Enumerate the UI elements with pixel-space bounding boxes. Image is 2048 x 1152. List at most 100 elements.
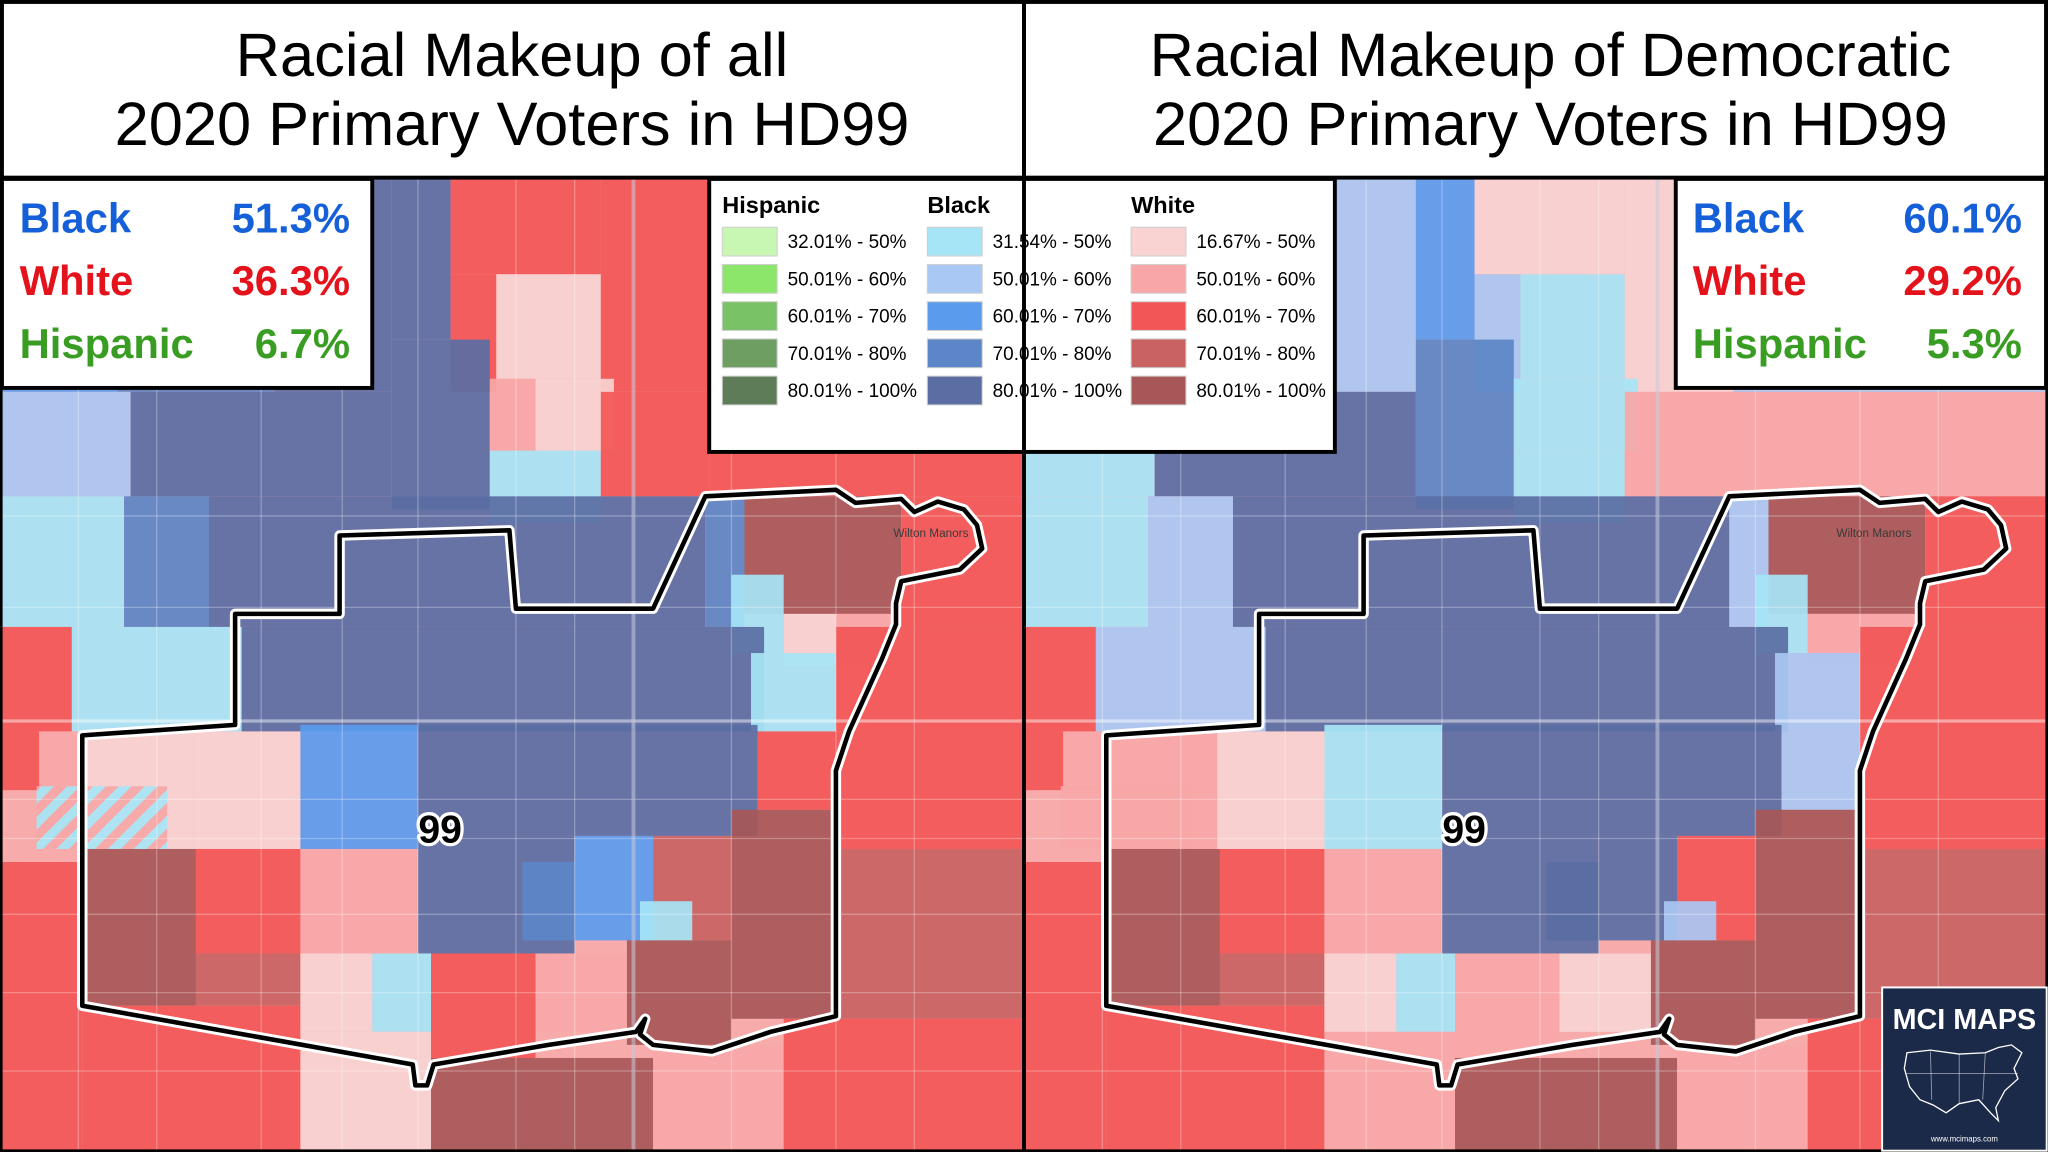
legend-swatch-hispanic <box>721 375 778 406</box>
district-outline <box>1104 487 2009 1088</box>
legend-label-white: 50.01% - 60% <box>1196 269 1315 290</box>
map-region <box>1217 731 1325 849</box>
stat-value-white: 29.2% <box>1903 257 2021 304</box>
map-region <box>1733 391 2048 497</box>
map-region <box>1219 953 1325 1006</box>
stat-label-black: Black <box>1693 194 1805 241</box>
map-region <box>653 1044 784 1152</box>
legend-label-hispanic: 50.01% - 60% <box>788 269 907 290</box>
map-region <box>835 731 1024 849</box>
map-region <box>1265 626 1789 732</box>
legend-swatch-black <box>926 338 983 369</box>
map-region <box>1396 953 1456 1032</box>
legend-label-black: 60.01% - 70% <box>993 307 1112 328</box>
mci-maps-logo: MCI MAPS www.mcimaps.com <box>1881 986 2048 1152</box>
map-region <box>496 274 601 379</box>
map-region <box>600 178 710 392</box>
map-region <box>195 953 301 1006</box>
legend-swatch-hispanic <box>721 301 778 331</box>
legend-swatch-white <box>1130 301 1187 331</box>
map-region <box>241 626 765 732</box>
map-region <box>431 1057 654 1152</box>
map-region <box>300 953 373 1032</box>
map-region <box>391 178 451 340</box>
stat-label-white: White <box>20 257 134 304</box>
stat-label-black: Black <box>20 194 132 241</box>
legend-swatch-black <box>926 226 983 257</box>
map-region <box>751 653 836 732</box>
title-line-2: 2020 Primary Voters in HD99 <box>1153 90 1948 159</box>
stats-box-right: Black 60.1% White 29.2% Hispanic 5.3% <box>1673 176 2048 390</box>
map-region <box>1063 731 1107 791</box>
map-region <box>0 496 125 627</box>
map-region <box>489 378 536 451</box>
map-region <box>1677 1044 1808 1152</box>
map-region <box>1455 953 1560 1058</box>
legend-swatch-white <box>1130 338 1187 369</box>
legend-label-black: 80.01% - 100% <box>993 381 1123 402</box>
stat-label-hispanic: Hispanic <box>1693 320 1867 367</box>
stat-label-hispanic: Hispanic <box>20 320 194 367</box>
map-region <box>1441 724 1782 836</box>
map-region <box>1324 848 1442 954</box>
map-region <box>835 626 1024 732</box>
map-region <box>1781 731 1860 810</box>
map-region <box>431 953 536 1058</box>
map-region <box>71 626 242 732</box>
map-region <box>1664 901 1717 941</box>
legend-header-black: Black <box>927 192 991 218</box>
legend-swatch-white <box>1130 226 1187 257</box>
stat-value-white: 36.3% <box>232 257 350 304</box>
map-region <box>300 848 418 954</box>
map-region <box>1219 848 1325 954</box>
legend-label-hispanic: 32.01% - 50% <box>788 232 907 253</box>
legend-label-white: 70.01% - 80% <box>1196 344 1315 365</box>
place-label-left: Wilton Manors <box>893 527 968 540</box>
legend-label-white: 60.01% - 70% <box>1196 307 1315 328</box>
map-region <box>1148 496 1233 627</box>
map-region <box>1024 496 1149 627</box>
legend-swatch-white <box>1130 263 1187 294</box>
title-box-right: Racial Makeup of Democratic 2020 Primary… <box>1022 0 2048 180</box>
map-region <box>1559 953 1651 1032</box>
map-region <box>1775 653 1860 732</box>
map-region <box>450 178 601 275</box>
map-region <box>124 496 209 627</box>
map-region <box>1546 862 1599 941</box>
legend-label-black: 70.01% - 80% <box>993 344 1112 365</box>
map-region <box>1324 724 1442 849</box>
map-region <box>1513 378 1560 451</box>
map-region <box>1520 274 1625 379</box>
stat-value-hispanic: 6.7% <box>255 320 350 367</box>
legend-header-hispanic: Hispanic <box>722 192 820 218</box>
us-map-icon <box>1903 1044 2023 1123</box>
legend-label-hispanic: 70.01% - 80% <box>788 344 907 365</box>
district-outline <box>79 487 985 1088</box>
map-region <box>1415 339 1514 510</box>
legend-swatch-hispanic <box>721 263 778 294</box>
legend-swatch-black <box>926 375 983 406</box>
map-region <box>1859 626 2048 732</box>
legend-label-hispanic: 80.01% - 100% <box>788 381 918 402</box>
map-region <box>1024 626 1096 732</box>
map-region <box>640 901 693 941</box>
map-region <box>82 848 196 1006</box>
map-region <box>1474 178 1625 275</box>
map-region <box>0 862 83 1152</box>
stat-value-hispanic: 5.3% <box>1927 320 2022 367</box>
map-region <box>731 809 836 1019</box>
map-region <box>391 339 490 510</box>
map-region <box>1624 391 1734 497</box>
legend-swatch-hispanic <box>721 338 778 369</box>
legend-header-white: White <box>1131 192 1195 218</box>
map-region <box>1859 731 2048 849</box>
map-region <box>195 848 301 954</box>
legend-swatch-white <box>1130 375 1187 406</box>
title-line-1: Racial Makeup of all <box>236 21 789 90</box>
legend-label-black: 31.54% - 50% <box>993 232 1112 253</box>
legend-swatch-black <box>926 301 983 331</box>
map-region <box>372 953 432 1032</box>
district-label-left: 99 <box>418 808 462 851</box>
